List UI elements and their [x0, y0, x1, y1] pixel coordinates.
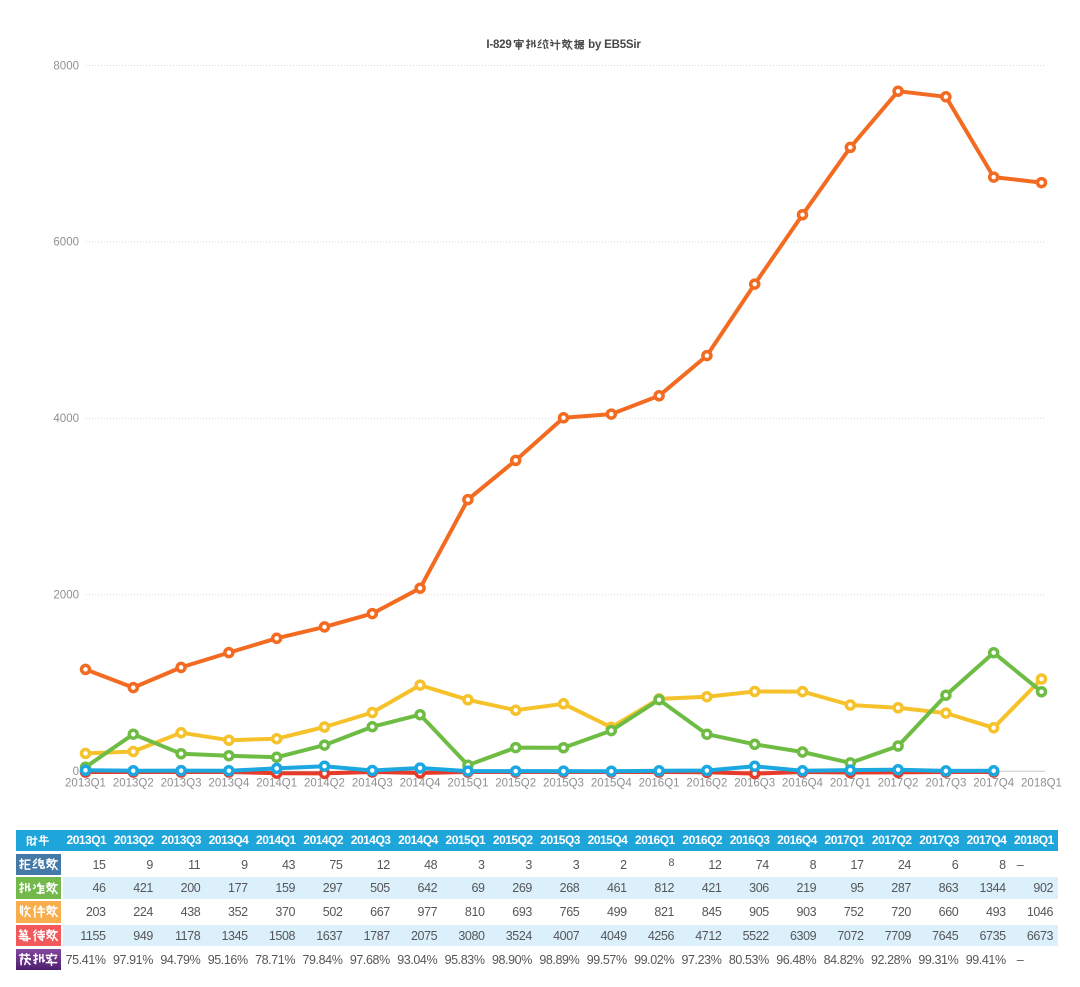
svg-text:2018Q1: 2018Q1 [1021, 778, 1062, 790]
svg-text:2015Q3: 2015Q3 [543, 778, 584, 790]
svg-text:0: 0 [73, 766, 79, 778]
svg-text:2015Q1: 2015Q1 [447, 778, 488, 790]
svg-text:2016Q2: 2016Q2 [686, 778, 727, 790]
svg-text:2017Q1: 2017Q1 [830, 778, 871, 790]
svg-text:2016Q4: 2016Q4 [782, 778, 824, 790]
svg-text:2017Q4: 2017Q4 [973, 778, 1015, 790]
svg-text:4000: 4000 [53, 413, 79, 425]
svg-text:6000: 6000 [53, 237, 79, 249]
svg-text:2017Q3: 2017Q3 [925, 778, 966, 790]
svg-text:2013Q2: 2013Q2 [113, 778, 154, 790]
svg-text:8000: 8000 [53, 60, 79, 72]
svg-text:2014Q4: 2014Q4 [400, 778, 442, 790]
svg-text:2015Q4: 2015Q4 [591, 778, 633, 790]
svg-text:2013Q4: 2013Q4 [208, 778, 250, 790]
svg-text:2015Q2: 2015Q2 [495, 778, 536, 790]
svg-text:2016Q3: 2016Q3 [734, 778, 775, 790]
svg-text:2014Q3: 2014Q3 [352, 778, 393, 790]
svg-text:2014Q1: 2014Q1 [256, 778, 297, 790]
svg-text:2000: 2000 [53, 590, 79, 602]
svg-text:2016Q1: 2016Q1 [639, 778, 680, 790]
svg-text:2013Q1: 2013Q1 [65, 778, 106, 790]
svg-text:2013Q3: 2013Q3 [161, 778, 202, 790]
svg-text:2017Q2: 2017Q2 [878, 778, 919, 790]
svg-text:2014Q2: 2014Q2 [304, 778, 345, 790]
